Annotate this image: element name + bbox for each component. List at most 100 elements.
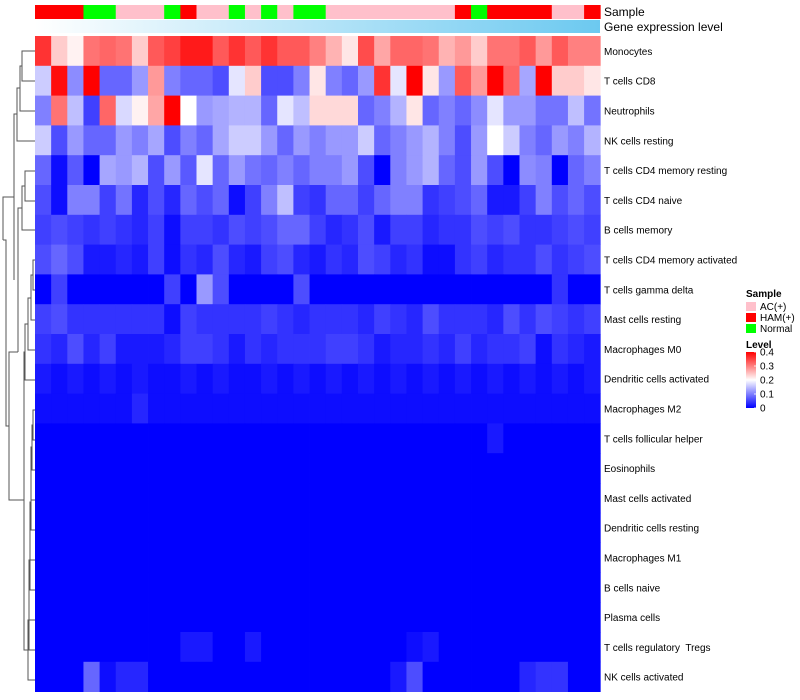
- heatmap-cell: [35, 36, 52, 67]
- row-label: T cells CD8: [604, 77, 656, 88]
- heatmap-cell: [567, 512, 585, 543]
- heatmap-cell: [148, 185, 165, 216]
- heatmap-cell: [454, 453, 472, 484]
- heatmap-cell: [374, 512, 391, 543]
- heatmap-cell: [293, 632, 310, 663]
- heatmap-cell: [325, 363, 343, 394]
- heatmap-cell: [164, 542, 181, 573]
- heatmap-cell: [196, 632, 214, 663]
- heatmap-cell: [471, 244, 488, 275]
- heatmap-cell: [374, 602, 391, 633]
- sample-annotation-bar: [35, 5, 601, 19]
- heatmap-cell: [471, 453, 488, 484]
- heatmap-cell: [422, 602, 440, 633]
- heatmap-cell: [228, 542, 246, 573]
- heatmap-cell: [212, 542, 230, 573]
- heatmap-cell: [115, 542, 133, 573]
- heatmap-cell: [35, 125, 52, 156]
- heatmap-cell: [196, 602, 214, 633]
- heatmap-cell: [325, 334, 343, 365]
- heatmap-cell: [422, 632, 440, 663]
- heatmap-cell: [83, 661, 100, 692]
- heatmap-cell: [341, 512, 359, 543]
- heatmap-cell: [535, 483, 553, 514]
- heatmap-cell: [244, 244, 262, 275]
- heatmap-cell: [341, 453, 359, 484]
- heatmap-cell: [390, 512, 407, 543]
- row-label: B cells memory: [604, 226, 672, 237]
- heatmap-cell: [164, 125, 181, 156]
- heatmap-cell: [261, 125, 278, 156]
- heatmap-cell: [293, 393, 310, 424]
- sample-annotation-cell: [212, 5, 230, 19]
- heatmap-cell: [115, 423, 133, 454]
- heatmap-cell: [422, 274, 440, 305]
- heatmap-cell: [487, 185, 504, 216]
- heatmap-cell: [164, 572, 181, 603]
- heatmap-cell: [584, 304, 601, 335]
- heatmap-cell: [99, 393, 117, 424]
- heatmap-cell: [390, 185, 407, 216]
- heatmap-cell: [131, 214, 149, 245]
- heatmap-cell: [293, 185, 310, 216]
- legend-level-title: Level: [746, 340, 772, 351]
- heatmap-cell: [293, 483, 310, 514]
- heatmap-cell: [131, 244, 149, 275]
- heatmap-cell: [212, 602, 230, 633]
- heatmap-cell: [567, 334, 585, 365]
- heatmap-cell: [261, 244, 278, 275]
- heatmap-cell: [35, 304, 52, 335]
- heatmap-cell: [164, 214, 181, 245]
- heatmap-cell: [35, 155, 52, 186]
- heatmap-cell: [67, 483, 84, 514]
- heatmap-cell: [535, 95, 553, 126]
- heatmap-cell: [406, 363, 423, 394]
- heatmap-cell: [567, 304, 585, 335]
- heatmap-cell: [551, 661, 569, 692]
- heatmap-cell: [67, 125, 84, 156]
- heatmap-cells: [35, 36, 601, 692]
- heatmap-cell: [535, 274, 553, 305]
- heatmap-cell: [164, 155, 181, 186]
- heatmap-cell: [341, 65, 359, 96]
- heatmap-cell: [196, 363, 214, 394]
- sample-annotation-cell: [148, 5, 165, 19]
- heatmap-cell: [374, 274, 391, 305]
- heatmap-cell: [180, 125, 197, 156]
- heatmap-cell: [228, 95, 246, 126]
- heatmap-cell: [115, 512, 133, 543]
- heatmap-cell: [67, 244, 84, 275]
- heatmap-cell: [131, 453, 149, 484]
- heatmap-cell: [325, 95, 343, 126]
- heatmap-cell: [406, 632, 423, 663]
- heatmap-cell: [422, 185, 440, 216]
- heatmap-cell: [115, 155, 133, 186]
- heatmap-cell: [99, 65, 117, 96]
- heatmap-cell: [374, 65, 391, 96]
- heatmap-cell: [180, 304, 197, 335]
- row-label: B cells naive: [604, 583, 661, 594]
- heatmap-cell: [341, 483, 359, 514]
- heatmap-cell: [67, 453, 84, 484]
- heatmap-cell: [487, 334, 504, 365]
- heatmap-cell: [164, 334, 181, 365]
- heatmap-cell: [519, 661, 537, 692]
- heatmap-cell: [180, 244, 197, 275]
- heatmap-cell: [67, 304, 84, 335]
- heatmap-cell: [244, 65, 262, 96]
- heatmap-cell: [261, 304, 278, 335]
- heatmap-cell: [115, 453, 133, 484]
- heatmap-cell: [180, 214, 197, 245]
- heatmap-cell: [164, 363, 181, 394]
- heatmap-cell: [212, 125, 230, 156]
- heatmap-cell: [454, 393, 472, 424]
- heatmap-cell: [374, 661, 391, 692]
- sample-annotation-cell: [519, 5, 537, 19]
- heatmap-cell: [277, 393, 294, 424]
- sample-annotation-cell: [406, 5, 423, 19]
- heatmap-cell: [83, 95, 100, 126]
- heatmap-cell: [83, 304, 100, 335]
- heatmap-cell: [196, 214, 214, 245]
- heatmap-cell: [228, 36, 246, 67]
- heatmap-cell: [422, 214, 440, 245]
